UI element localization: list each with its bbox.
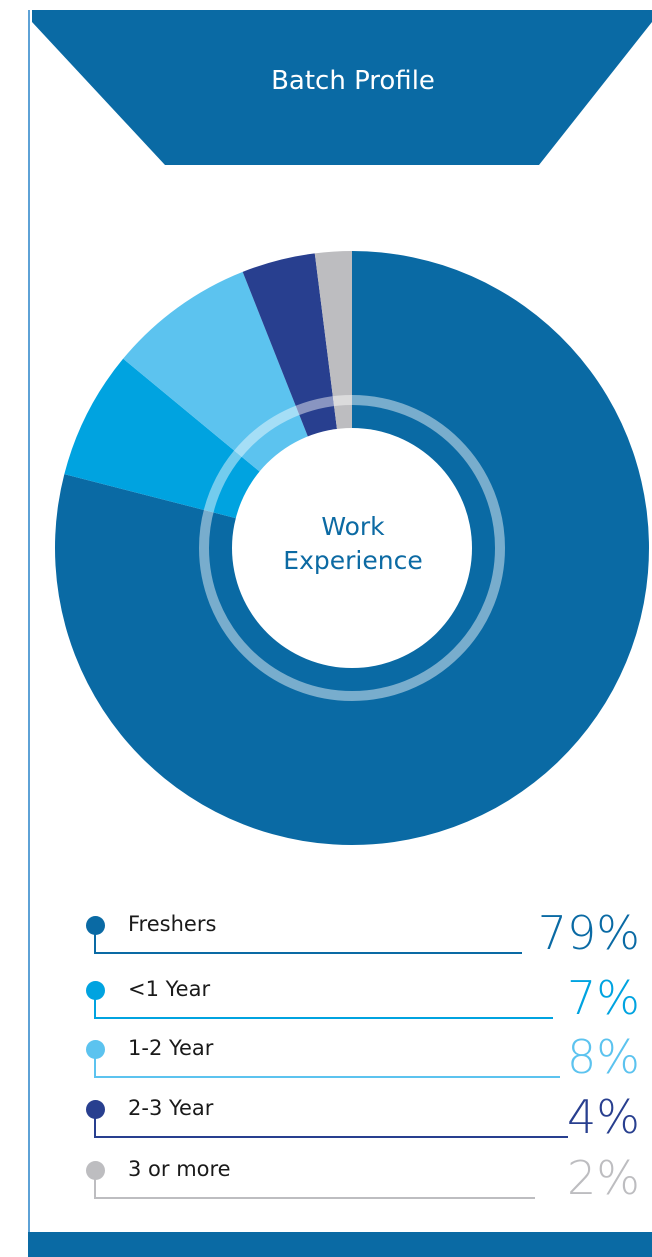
legend-label: 3 or more [128,1157,231,1181]
legend-value: 4% [567,1090,640,1144]
legend-dot [86,981,105,1000]
legend-underline [94,1076,560,1078]
legend-stem [94,1179,96,1199]
center-circle [232,428,472,668]
legend-underline [94,1017,553,1019]
legend-dot [86,1161,105,1180]
work-experience-donut-chart [55,251,649,845]
center-label-line1: Work [321,512,385,541]
page-frame [28,10,652,1246]
legend-dot [86,1100,105,1119]
page-title: Batch Profile [271,66,435,96]
legend-stem [94,999,96,1019]
legend-item: <1 Year 7% [0,971,652,1037]
legend-value: 8% [567,1030,640,1084]
legend-label: 2-3 Year [128,1096,214,1120]
legend-item: Freshers 79% [0,906,652,972]
legend-dot [86,916,105,935]
header-banner [32,10,652,165]
legend-underline [94,1136,568,1138]
legend-stem [94,1118,96,1138]
legend-item: 2-3 Year 4% [0,1090,652,1156]
legend-value: 7% [567,971,640,1025]
legend-label: <1 Year [128,977,211,1001]
legend-dot [86,1040,105,1059]
legend-underline [94,1197,535,1199]
bottom-bar [28,1232,652,1257]
legend-value: 2% [567,1151,640,1205]
legend-item: 3 or more 2% [0,1151,652,1217]
legend-value: 79% [537,906,640,960]
legend-underline [94,952,522,954]
center-label: Work Experience [233,510,473,578]
legend-label: Freshers [128,912,217,936]
inner-ring [199,395,505,701]
legend-item: 1-2 Year 8% [0,1030,652,1096]
legend-stem [94,934,96,954]
legend-stem [94,1058,96,1078]
center-label-line2: Experience [283,546,423,575]
legend-label: 1-2 Year [128,1036,214,1060]
